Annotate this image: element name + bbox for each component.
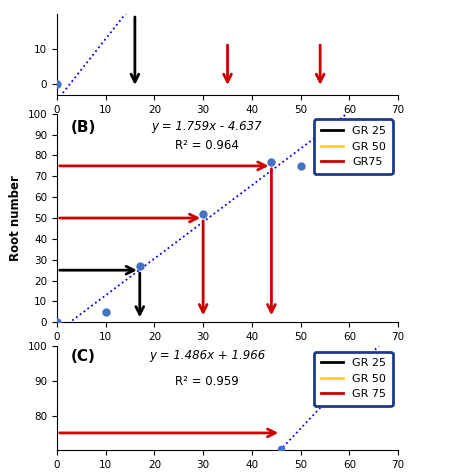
- Legend: GR 25, GR 50, GR75: GR 25, GR 50, GR75: [314, 119, 392, 174]
- X-axis label: Gamma doses (Gy): Gamma doses (Gy): [165, 347, 290, 361]
- Point: [53, 81, 61, 88]
- Point: [200, 210, 207, 218]
- Point: [268, 158, 275, 165]
- Text: y = 1.486x + 1.966: y = 1.486x + 1.966: [149, 349, 265, 362]
- Y-axis label: Root number: Root number: [9, 175, 22, 261]
- X-axis label: Gamma doses (Gy): Gamma doses (Gy): [165, 120, 290, 133]
- Text: R² = 0.964: R² = 0.964: [175, 139, 239, 152]
- Point: [53, 319, 61, 326]
- Point: [102, 308, 109, 316]
- Text: (C): (C): [71, 349, 95, 364]
- Point: [277, 446, 285, 453]
- Text: R² = 0.959: R² = 0.959: [175, 375, 239, 388]
- Text: y = 1.759x - 4.637: y = 1.759x - 4.637: [152, 120, 262, 133]
- Point: [136, 262, 144, 270]
- Text: (B): (B): [71, 120, 96, 135]
- Point: [297, 162, 304, 170]
- Legend: GR 25, GR 50, GR 75: GR 25, GR 50, GR 75: [314, 352, 392, 406]
